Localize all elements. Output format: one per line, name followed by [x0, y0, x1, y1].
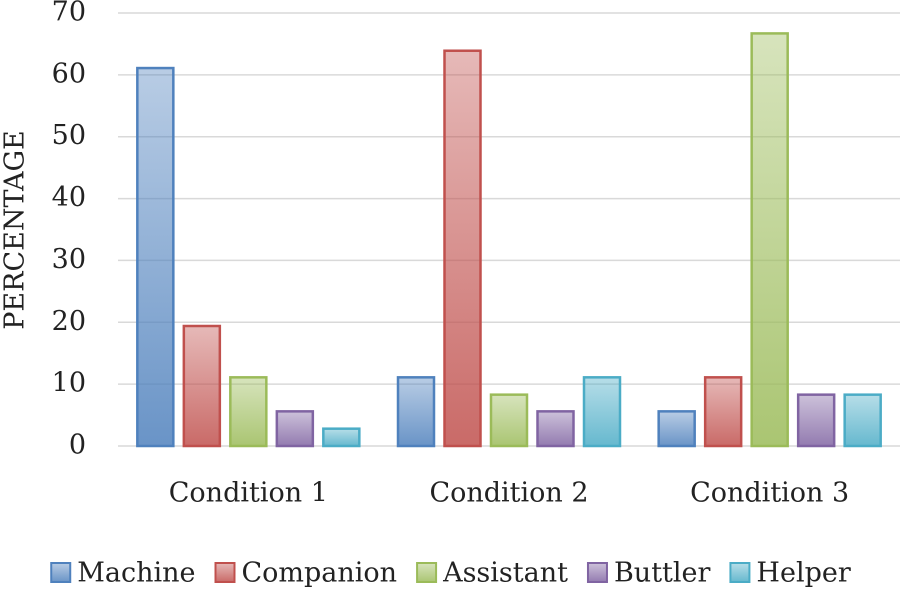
bar	[489, 393, 529, 448]
bar	[657, 410, 696, 448]
legend-swatch	[416, 562, 438, 583]
bar	[322, 427, 361, 448]
y-tick-label: 60	[52, 58, 86, 89]
x-tick-label: Condition 2	[429, 478, 588, 509]
bar	[182, 324, 222, 448]
bar	[796, 393, 836, 448]
y-tick-label: 30	[52, 244, 86, 275]
legend-label: Assistant	[442, 558, 568, 589]
y-tick-label: 50	[52, 120, 86, 151]
legend-swatch	[586, 562, 608, 583]
bar	[582, 376, 622, 448]
legend-label: Companion	[242, 558, 398, 589]
bar	[536, 410, 575, 448]
legend-label: Machine	[77, 558, 195, 589]
x-tick-label: Condition 3	[690, 478, 849, 509]
legend-label: Buttler	[614, 558, 711, 589]
y-tick-label: 10	[52, 368, 86, 399]
bar	[750, 32, 789, 448]
y-tick-label: 40	[52, 182, 86, 213]
legend-swatch	[729, 562, 751, 583]
y-tick-label: 0	[69, 430, 86, 461]
legend-label: Helper	[756, 558, 850, 589]
y-tick-label: 70	[52, 0, 86, 28]
bar	[443, 49, 482, 448]
bar	[396, 376, 436, 448]
bar	[703, 376, 743, 448]
legend-swatch	[214, 562, 236, 583]
bar	[843, 393, 882, 448]
bar	[275, 410, 315, 448]
y-axis-label: PERCENTAGE	[0, 130, 31, 330]
x-tick-label: Condition 1	[169, 478, 328, 509]
bar	[229, 376, 268, 448]
legend: Machine Companion Assistant Buttler Helper	[50, 558, 851, 589]
bar	[136, 66, 175, 448]
y-tick-label: 20	[52, 306, 86, 337]
legend-swatch	[50, 562, 72, 583]
